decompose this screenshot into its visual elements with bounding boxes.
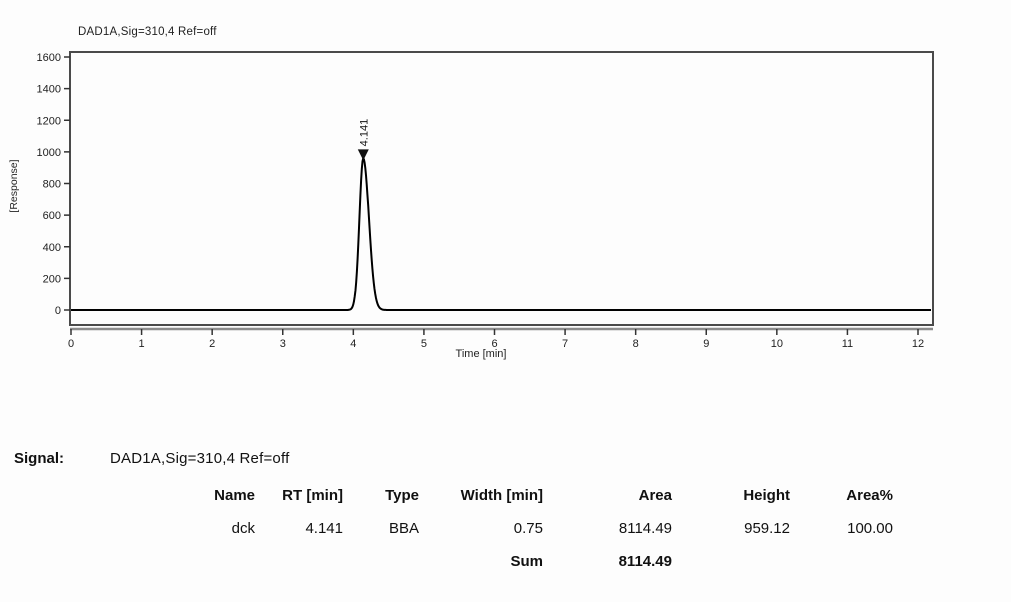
- svg-text:1600: 1600: [37, 52, 61, 64]
- x-axis-label: Time [min]: [455, 348, 507, 360]
- cell-rt: 4.141: [305, 520, 343, 537]
- svg-text:8: 8: [633, 338, 639, 350]
- chart-title: DAD1A,Sig=310,4 Ref=off: [78, 26, 217, 38]
- column-header-rt: RT [min]: [282, 487, 343, 504]
- svg-text:1000: 1000: [37, 147, 61, 159]
- svg-text:400: 400: [43, 242, 61, 254]
- svg-text:600: 600: [43, 210, 61, 222]
- sum-label: Sum: [510, 553, 543, 570]
- svg-text:200: 200: [43, 273, 61, 285]
- svg-text:11: 11: [842, 338, 853, 350]
- svg-text:0: 0: [68, 338, 74, 350]
- svg-text:12: 12: [912, 338, 924, 350]
- svg-text:6: 6: [491, 338, 497, 350]
- svg-text:4: 4: [350, 338, 356, 350]
- svg-text:1400: 1400: [37, 84, 61, 96]
- peak-table: Name RT [min] Type Width [min] Area Heig…: [150, 479, 893, 578]
- column-header-height: Height: [743, 487, 790, 504]
- table-row: dck 4.141 BBA 0.75 8114.49 959.12 100.00: [150, 512, 893, 545]
- cell-height: 959.12: [744, 520, 790, 537]
- peak-table-header-row: Name RT [min] Type Width [min] Area Heig…: [150, 479, 893, 512]
- cell-width: 0.75: [513, 520, 543, 537]
- svg-text:4.141: 4.141: [358, 119, 370, 147]
- svg-text:5: 5: [421, 338, 427, 350]
- svg-text:0: 0: [55, 305, 61, 317]
- cell-areapct: 100.00: [847, 520, 893, 537]
- signal-label: Signal:: [14, 450, 65, 467]
- column-header-width: Width [min]: [460, 487, 543, 504]
- cell-type: BBA: [388, 520, 419, 537]
- sum-area-value: 8114.49: [618, 553, 672, 570]
- signal-value: DAD1A,Sig=310,4 Ref=off: [110, 450, 290, 467]
- svg-text:1: 1: [139, 338, 145, 350]
- column-header-area: Area: [638, 487, 672, 504]
- svg-text:800: 800: [43, 179, 61, 191]
- column-header-areapct: Area%: [846, 487, 893, 504]
- sum-row: Sum 8114.49: [150, 545, 893, 578]
- svg-text:10: 10: [771, 338, 783, 350]
- column-header-name: Name: [214, 487, 255, 504]
- cell-name: dck: [231, 520, 255, 537]
- svg-text:7: 7: [562, 338, 568, 350]
- cell-area: 8114.49: [618, 520, 672, 537]
- svg-text:3: 3: [280, 338, 286, 350]
- column-header-type: Type: [385, 487, 419, 504]
- svg-text:1200: 1200: [37, 115, 61, 127]
- svg-text:2: 2: [209, 338, 215, 350]
- svg-text:9: 9: [703, 338, 709, 350]
